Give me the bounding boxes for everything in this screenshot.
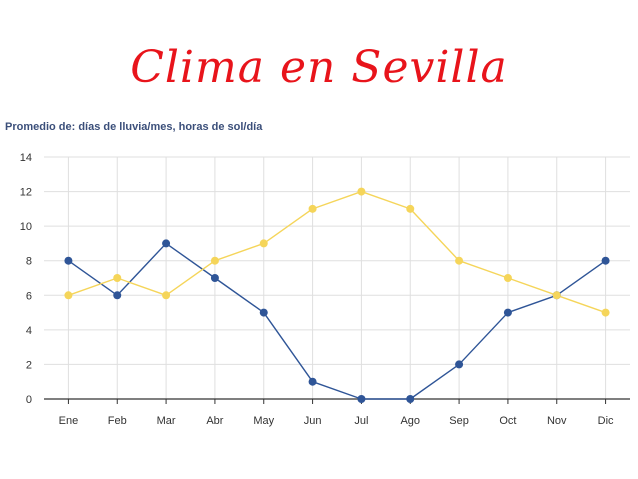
series-1-point	[357, 395, 366, 403]
series-1-point	[455, 360, 464, 369]
series-lines	[68, 190, 606, 400]
x-tick-label: Ene	[59, 415, 79, 427]
y-tick-label: 8	[26, 256, 32, 268]
series-2-point	[64, 291, 73, 300]
series-2-line	[68, 190, 606, 314]
x-tick-label: Nov	[547, 415, 567, 427]
slide-title: Clima en Sevilla	[130, 42, 508, 93]
y-axis-labels: 0 2 4 6 8 10 12 14	[20, 152, 32, 406]
x-tick-label: Mar	[157, 415, 176, 427]
x-tick-label: Dic	[598, 415, 614, 427]
series-2-point	[162, 291, 171, 300]
x-axis-labels: Ene Feb Mar Abr May Jun Jul Ago Sep Oct Nov Dic	[59, 415, 614, 427]
series-2-point	[406, 204, 415, 213]
series-1-point	[259, 308, 268, 317]
series-1-point	[601, 256, 610, 265]
series-1-point	[406, 395, 415, 403]
series-1-point	[210, 274, 219, 282]
x-tick-label: Jul	[354, 415, 368, 427]
x-tick-label: Sep	[449, 415, 469, 427]
y-tick-label: 2	[26, 359, 32, 371]
series-points	[64, 187, 610, 403]
x-tick-label: Feb	[108, 415, 127, 427]
series-2-point	[455, 256, 464, 265]
series-2-point	[308, 204, 317, 213]
series-1-point	[503, 308, 512, 317]
series-2-point	[601, 308, 610, 317]
series-2-point	[259, 239, 268, 248]
grid-lines	[44, 156, 630, 399]
series-1-point	[64, 256, 73, 265]
chart-subtitle: Promedio de: días de lluvia/mes, horas d…	[5, 121, 263, 133]
x-tick-label: Abr	[206, 415, 223, 427]
series-2-point	[210, 256, 219, 265]
x-tick-label: Oct	[499, 415, 516, 427]
x-tick-label: Ago	[400, 415, 420, 427]
y-tick-label: 10	[20, 221, 32, 233]
x-tick-label: May	[253, 415, 274, 427]
y-tick-label: 14	[20, 152, 32, 164]
y-tick-label: 0	[26, 394, 32, 406]
y-tick-label: 4	[26, 325, 32, 337]
series-2-point	[503, 274, 512, 282]
x-tick-label: Jun	[304, 415, 322, 427]
series-2-point	[357, 187, 366, 196]
series-1-point	[162, 239, 171, 248]
y-tick-label: 6	[26, 290, 32, 302]
x-axis	[44, 398, 630, 404]
y-tick-label: 12	[20, 187, 32, 199]
series-1-point	[113, 291, 122, 300]
series-2-point	[113, 274, 122, 282]
series-1-line	[68, 242, 606, 400]
series-2-point	[552, 291, 561, 300]
series-1-point	[308, 377, 317, 386]
